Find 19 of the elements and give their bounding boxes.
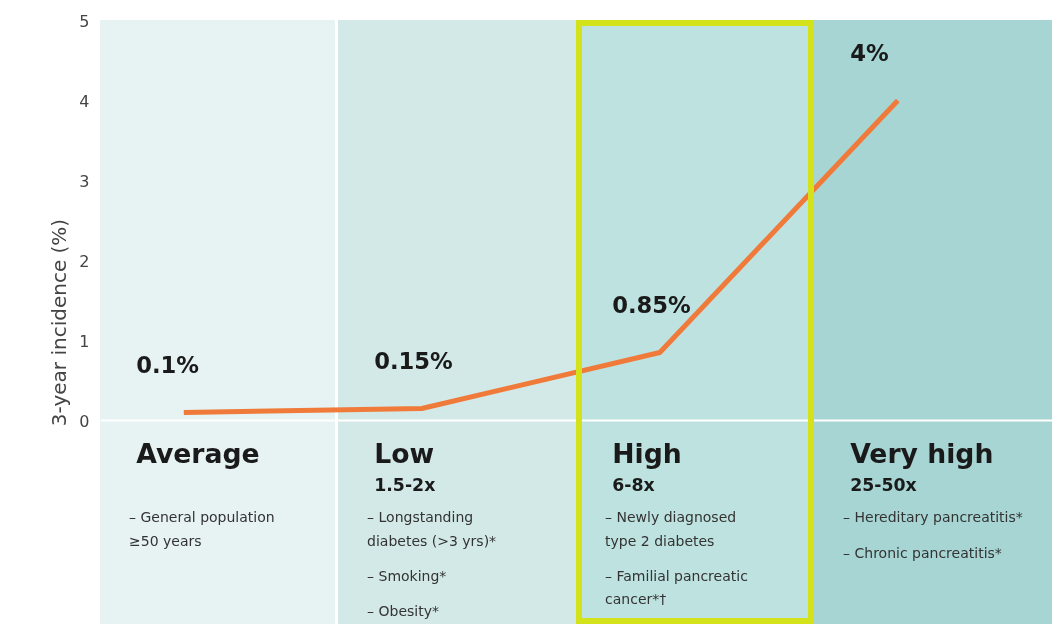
x-tick-label: Very high 25-50x — [850, 437, 994, 496]
y-tick-label: 3 — [79, 171, 90, 191]
data-label: 0.15% — [374, 347, 453, 374]
text: – Newly diagnosed type 2 diabetes – Familial pancreatic cancer*† — [605, 509, 748, 607]
text: – General population ≥50 years — [129, 509, 275, 549]
text: – Longstanding diabetes (>3 yrs)* – Smoking* – Obesity* — [367, 509, 497, 619]
y-tick-label: 5 — [79, 11, 90, 31]
y-tick-label: 0 — [79, 411, 90, 431]
y-tick-label: 4 — [79, 91, 90, 111]
data-label: 0.85% — [612, 291, 691, 318]
x-tick-label: High 6-8x — [612, 437, 682, 496]
y-tick-label: 1 — [79, 331, 90, 351]
text: – Hereditary pancreatitis* – Chronic pancreatitis* — [843, 509, 1023, 561]
data-label: 0.1% — [136, 351, 200, 378]
data-label: 4% — [850, 39, 889, 66]
x-tick-label: Low 1.5-2x — [374, 437, 436, 496]
y-tick-label: 2 — [79, 251, 90, 271]
y-axis-title: 3-year incidence (%) — [47, 218, 72, 427]
x-tick-label: Average — [136, 437, 260, 469]
